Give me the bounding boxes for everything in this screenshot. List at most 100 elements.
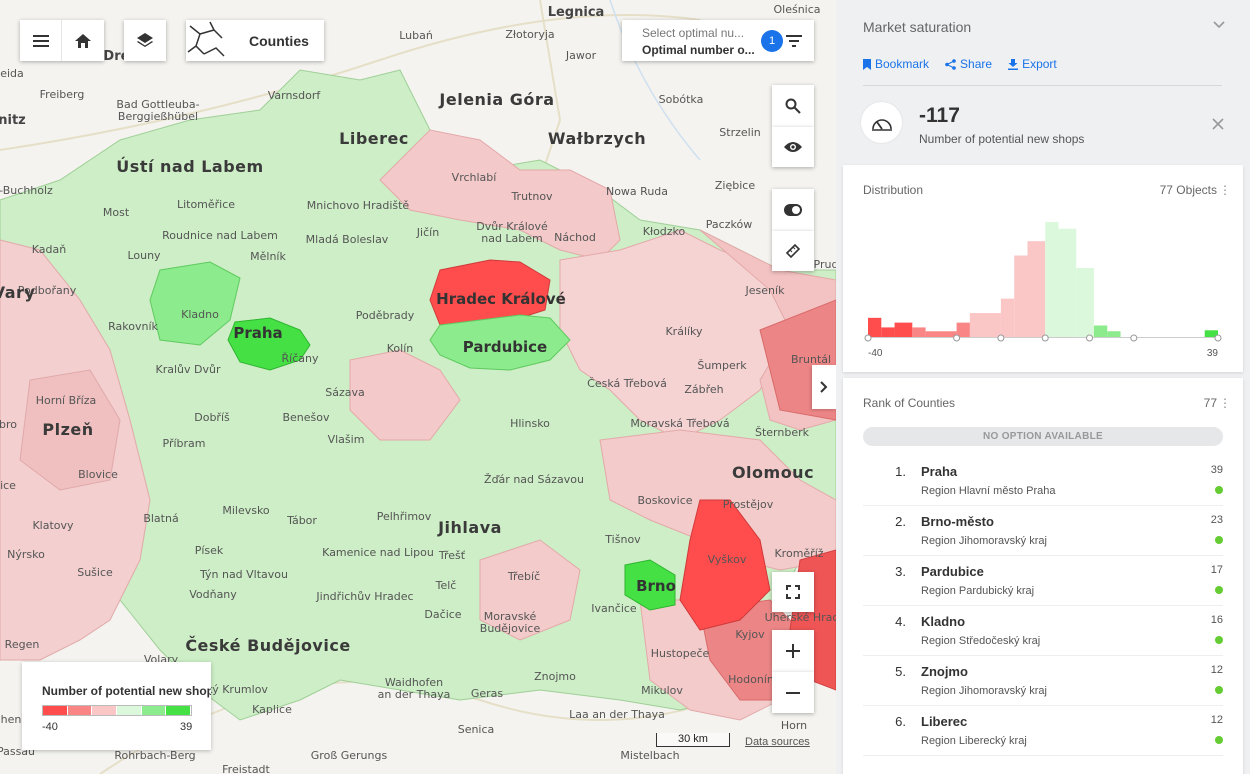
- map-place-label: Senica: [457, 723, 495, 736]
- map-place-label: bro: [0, 418, 17, 431]
- export-button[interactable]: Export: [1008, 57, 1057, 71]
- kpi-value: -117: [919, 104, 960, 127]
- share-label: Share: [960, 57, 993, 71]
- map-place-label: Wałbrzych: [547, 129, 647, 148]
- map-place-label: Nýrsko: [7, 548, 45, 561]
- map-place-label: Jawor: [565, 49, 597, 62]
- more-options-icon[interactable]: ⋮: [1219, 396, 1231, 410]
- county-name: Znojmo: [921, 664, 968, 679]
- status-dot: [1215, 636, 1223, 644]
- histogram-handle[interactable]: [1130, 334, 1138, 342]
- rank-row[interactable]: 4. Kladno Region Středočeský kraj 16: [863, 606, 1223, 656]
- map-place-label: Pardubice: [462, 338, 548, 356]
- side-panel: Market saturation Bookmark Share Export …: [836, 0, 1250, 774]
- county-name: Brno-město: [921, 514, 994, 529]
- rank-number: 4.: [895, 614, 906, 629]
- map-place-label: Šumperk: [697, 359, 747, 372]
- panel-collapse-button[interactable]: [812, 365, 836, 409]
- map-place-label: Zábřeh: [684, 383, 724, 396]
- county-score: 12: [1210, 714, 1223, 726]
- data-sources-link[interactable]: Data sources: [745, 736, 810, 748]
- zoom-out-button[interactable]: [772, 672, 814, 713]
- histogram-bar[interactable]: [1014, 255, 1028, 337]
- histogram-bar[interactable]: [1045, 222, 1059, 337]
- legend-swatch: [141, 706, 167, 715]
- map-place-label: Tábor: [287, 514, 317, 527]
- rank-row[interactable]: 5. Znojmo Region Jihomoravský kraj 12: [863, 656, 1223, 706]
- more-options-icon[interactable]: ⋮: [1219, 183, 1231, 197]
- histogram-handle[interactable]: [1214, 334, 1222, 342]
- share-button[interactable]: Share: [945, 57, 992, 71]
- map-place-label: Freistadt: [222, 763, 270, 774]
- rank-title: Rank of Counties: [863, 396, 956, 410]
- layers-button[interactable]: [124, 20, 166, 61]
- rank-row[interactable]: 2. Brno-město Region Jihomoravský kraj 23: [863, 506, 1223, 556]
- close-icon[interactable]: [1212, 118, 1224, 130]
- menu-button[interactable]: [20, 20, 62, 61]
- rank-row[interactable]: 6. Liberec Region Liberecký kraj 12: [863, 706, 1223, 756]
- histogram-bar[interactable]: [1000, 298, 1015, 337]
- chevron-down-icon[interactable]: [1212, 18, 1226, 32]
- search-button[interactable]: [772, 85, 814, 127]
- filter-selector[interactable]: Select optimal nu... Optimal number o...…: [622, 20, 814, 61]
- measure-button[interactable]: [772, 231, 814, 271]
- histogram-handle[interactable]: [997, 334, 1005, 342]
- map-place-label: Moravské Budějovice: [479, 610, 541, 635]
- histogram-bar[interactable]: [956, 322, 970, 337]
- layer-label: Counties: [249, 32, 309, 49]
- map-place-label: Žďár nad Sázavou: [484, 473, 584, 486]
- eye-icon: [784, 142, 802, 152]
- filter-count-badge: 1: [761, 30, 783, 52]
- histogram-bar[interactable]: [969, 313, 1001, 337]
- map-place-label: Dačice: [424, 608, 462, 621]
- map-place-label: Ivančice: [591, 602, 637, 615]
- kpi-label: Number of potential new shops: [919, 132, 1085, 146]
- histogram-bar[interactable]: [912, 327, 926, 337]
- histogram-handle[interactable]: [864, 334, 872, 342]
- county-name: Pardubice: [921, 564, 984, 579]
- map-place-label: Jeseník: [745, 284, 785, 297]
- histogram-bar[interactable]: [1093, 325, 1108, 338]
- map-place-label: Prostějov: [722, 498, 774, 511]
- home-button[interactable]: [62, 20, 104, 61]
- compare-button[interactable]: [772, 189, 814, 231]
- map-place-label: Třešť: [438, 549, 466, 562]
- layer-selector[interactable]: Counties: [186, 20, 324, 61]
- map-place-label: Bruntál: [790, 353, 832, 366]
- map-canvas[interactable]: LegnicaOleśnicaLubańZłotoryjaJaworDresde…: [0, 0, 836, 774]
- map-place-label: Mnichovo Hradiště: [306, 199, 410, 212]
- rank-row[interactable]: 1. Praha Region Hlavní město Praha 39: [863, 456, 1223, 506]
- rank-row[interactable]: 3. Pardubice Region Pardubický kraj 17: [863, 556, 1223, 606]
- histogram-handle[interactable]: [1086, 334, 1094, 342]
- histogram-bar[interactable]: [1027, 241, 1046, 337]
- fullscreen-button[interactable]: [772, 572, 814, 612]
- rank-card: Rank of Counties 77 ⋮ NO OPTION AVAILABL…: [843, 378, 1243, 774]
- distribution-count: 77 Objects: [1159, 183, 1217, 197]
- map-place-label: Freiberg: [39, 88, 85, 101]
- export-label: Export: [1022, 57, 1057, 71]
- histogram-bar[interactable]: [1204, 330, 1218, 337]
- distribution-histogram[interactable]: -40 39: [863, 205, 1233, 365]
- county-score: 17: [1210, 564, 1223, 576]
- histogram-bar[interactable]: [1107, 331, 1121, 337]
- histogram-bar[interactable]: [1076, 268, 1094, 337]
- bookmark-button[interactable]: Bookmark: [863, 57, 929, 71]
- status-dot: [1215, 736, 1223, 744]
- histogram-bar[interactable]: [894, 322, 913, 337]
- histogram-bar[interactable]: [881, 327, 895, 337]
- histogram-handle[interactable]: [953, 334, 961, 342]
- histogram-handle[interactable]: [1041, 334, 1049, 342]
- histogram-bar[interactable]: [925, 331, 957, 337]
- map-place-label: Dvůr Králové nad Labem: [476, 220, 548, 245]
- fullscreen-icon: [786, 585, 800, 599]
- zoom-in-button[interactable]: [772, 630, 814, 672]
- map-place-label: Sobótka: [658, 93, 704, 106]
- visibility-button[interactable]: [772, 127, 814, 167]
- legend-min: -40: [42, 721, 58, 733]
- map-place-label: Roudnice nad Labem: [162, 229, 278, 242]
- histogram-bar[interactable]: [868, 317, 882, 337]
- histogram-tick-label: -40: [868, 348, 883, 359]
- status-dot: [1215, 486, 1223, 494]
- histogram-bar[interactable]: [1058, 228, 1077, 337]
- map-place-label: Geras: [470, 687, 504, 700]
